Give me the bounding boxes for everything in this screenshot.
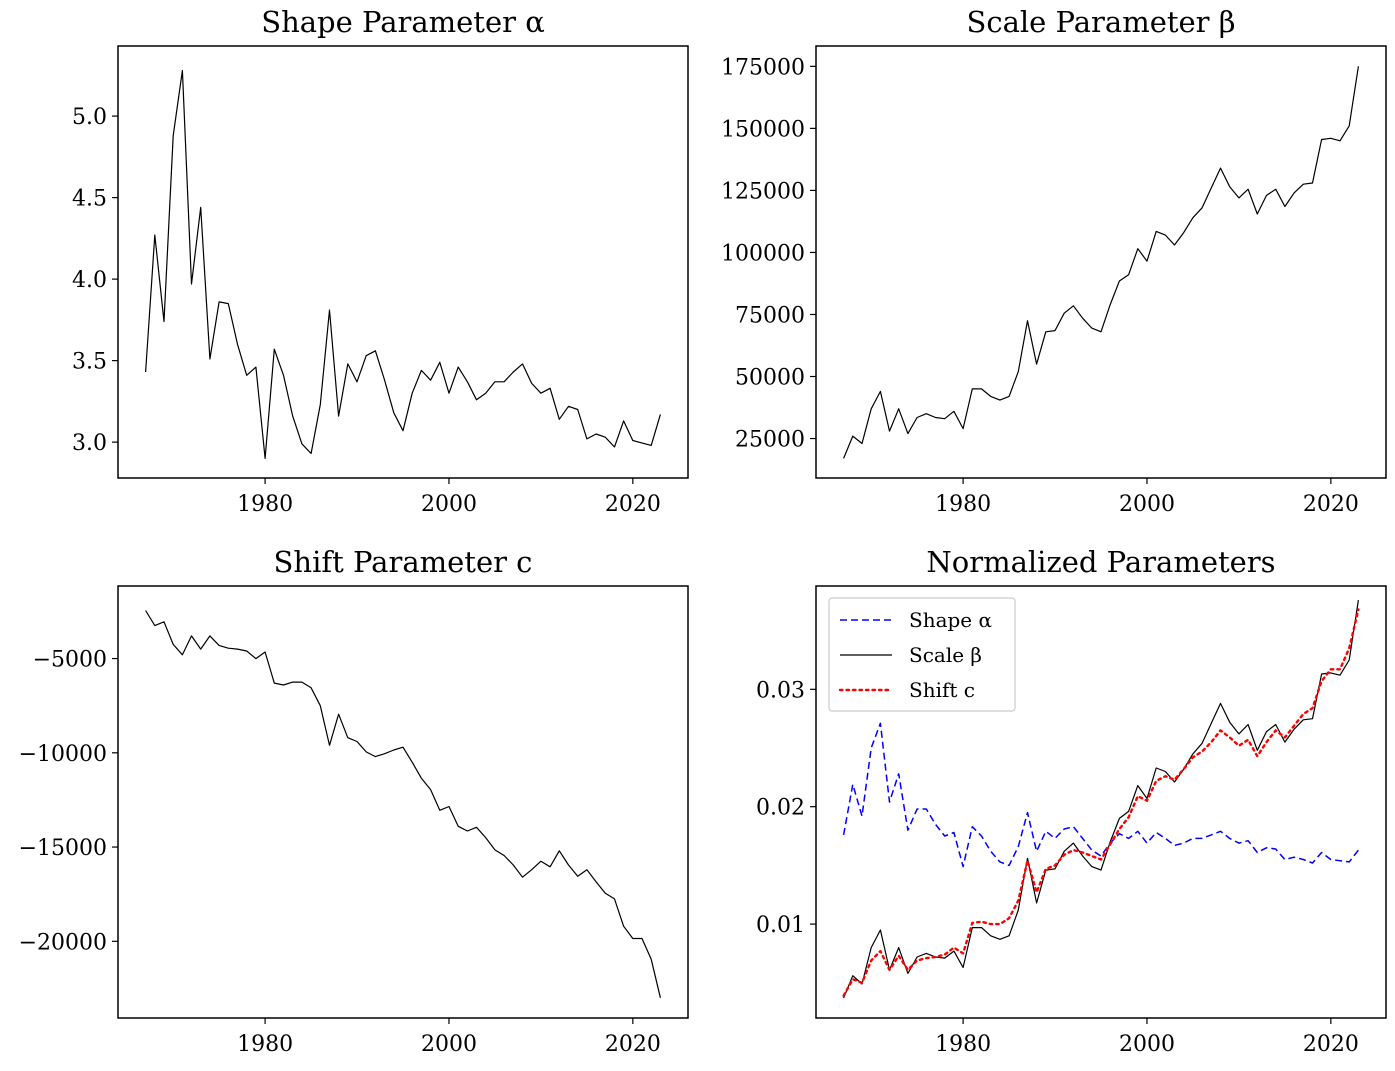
y-tick-label: 125000: [721, 179, 805, 204]
y-tick-label: 175000: [721, 55, 805, 80]
y-tick-label: 3.5: [72, 350, 107, 375]
subplot-3: Shift Parameter c 1980 2000 2020 −5000 −10000…: [19, 545, 689, 1057]
chart-title: Shape Parameter α: [261, 5, 545, 39]
y-tick-label: 100000: [721, 241, 805, 266]
x-tick-label: 2020: [605, 492, 661, 517]
x-tick-label: 2000: [421, 1032, 477, 1057]
plot-frame: [815, 585, 1387, 1019]
y-tick-label: −20000: [19, 930, 107, 955]
plot-frame: [117, 585, 689, 1019]
series-line-1: [842, 722, 1359, 868]
y-tick-label: −15000: [19, 836, 107, 861]
subplot-2: Scale Parameter β 1980 2000 2020 25000 50000 7…: [721, 5, 1387, 517]
series-line-3: [842, 608, 1360, 997]
y-tick-label: 75000: [735, 303, 805, 328]
series-line-1: [145, 610, 661, 998]
plot-frame: [815, 45, 1387, 479]
y-tick-label: 150000: [721, 117, 805, 142]
y-tick-label: 4.0: [72, 268, 107, 293]
x-tick-label: 1980: [237, 492, 293, 517]
x-tick-label: 1980: [935, 1032, 991, 1057]
y-tick-label: −5000: [33, 648, 107, 673]
x-tick-label: 2000: [1119, 492, 1175, 517]
series-line-1: [145, 69, 661, 459]
y-tick-label: 5.0: [72, 105, 107, 130]
y-tick-label: 25000: [735, 428, 805, 453]
x-tick-label: 1980: [935, 492, 991, 517]
series-line-1: [843, 66, 1359, 459]
y-tick-label: 3.0: [72, 431, 107, 456]
legend-label: Scale β: [909, 643, 982, 667]
legend-box: [828, 597, 1016, 712]
chart-title: Scale Parameter β: [966, 5, 1235, 39]
series-line-2: [843, 600, 1359, 999]
x-tick-label: 2020: [1303, 492, 1359, 517]
x-tick-label: 2000: [421, 492, 477, 517]
y-tick-label: 0.02: [756, 796, 805, 821]
subplot-4: Normalized Parameters 1980 2000 2020 0.01 0.0…: [756, 545, 1387, 1057]
chart-title: Normalized Parameters: [926, 545, 1275, 579]
legend-label: Shape α: [909, 608, 992, 632]
y-tick-label: 4.5: [72, 187, 107, 212]
legend: Shape α Scale β Shift c: [828, 597, 1016, 712]
y-tick-label: 0.03: [756, 678, 805, 703]
x-tick-label: 2020: [605, 1032, 661, 1057]
plot-frame: [117, 45, 689, 479]
y-tick-label: 0.01: [756, 913, 805, 938]
x-tick-label: 2020: [1303, 1032, 1359, 1057]
y-tick-label: −10000: [19, 742, 107, 767]
legend-label: Shift c: [909, 678, 975, 702]
subplot-1: Shape Parameter α 1980 2000 2020 3.0 3.5 4.0 4.…: [72, 5, 689, 517]
x-tick-label: 2000: [1119, 1032, 1175, 1057]
x-tick-label: 1980: [237, 1032, 293, 1057]
y-tick-label: 50000: [735, 366, 805, 391]
chart-title: Shift Parameter c: [274, 545, 533, 579]
